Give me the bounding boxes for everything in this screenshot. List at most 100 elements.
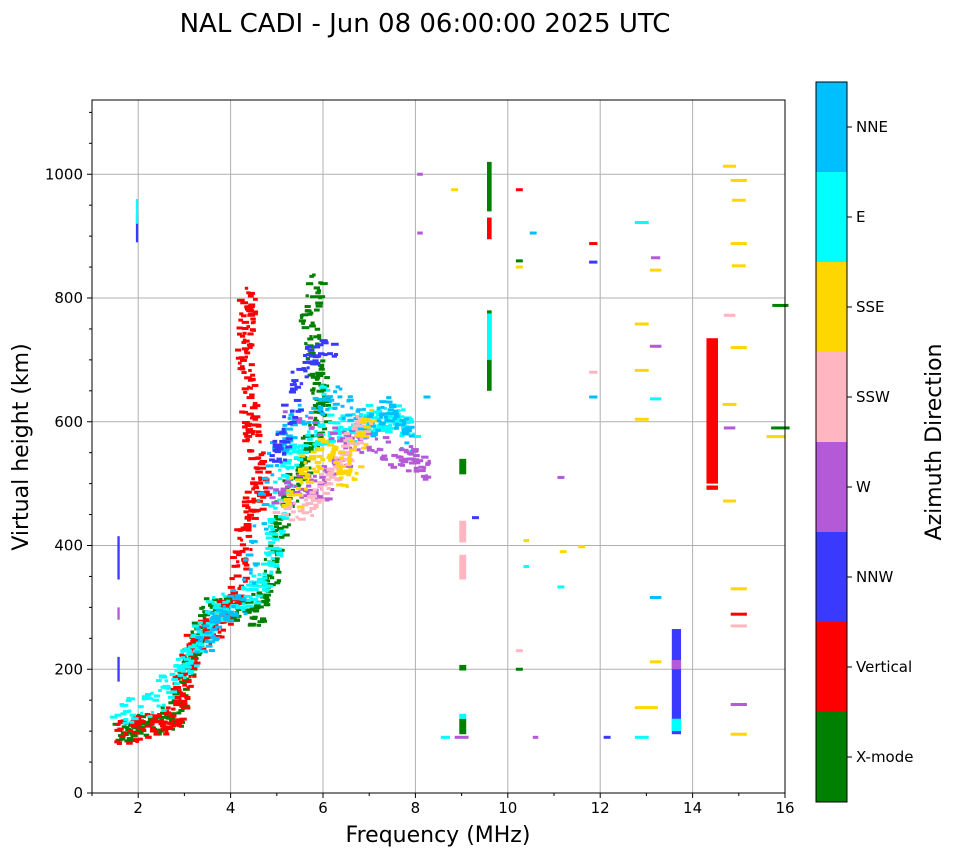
echo-point-sse (314, 460, 322, 464)
echo-point-sse (302, 466, 309, 470)
echo-point-w (301, 494, 309, 498)
echo-point-vertical (246, 500, 255, 504)
echo-point-vertical (245, 339, 250, 343)
echo-point-x-mode (160, 711, 165, 715)
echo-point-nnw (330, 342, 339, 346)
echo-point-nne (283, 449, 289, 453)
echo-point-ssw (288, 518, 295, 522)
echo-point-ssw (352, 424, 360, 428)
echo-block-x-mode (487, 161, 492, 212)
echo-point-vertical (175, 718, 181, 722)
echo-point-e (167, 695, 175, 699)
echo-point-w (345, 464, 354, 468)
echo-point-nne (249, 539, 257, 543)
echo-point-e (318, 425, 326, 429)
y-tick-label: 400 (54, 537, 83, 555)
echo-point-nnw (310, 362, 318, 366)
echo-point-x-mode (322, 371, 326, 375)
echo-point-vertical (247, 307, 254, 311)
echo-point-vertical (236, 298, 245, 302)
echo-point-e (382, 425, 390, 429)
echo-point-x-mode (263, 603, 271, 607)
echo-point-vertical (193, 661, 201, 665)
echo-point-x-mode (315, 291, 321, 295)
echo-point-nne (387, 408, 395, 412)
grid-lines (92, 100, 785, 793)
echo-point-nne (214, 636, 221, 640)
echo-point-sse (365, 418, 371, 422)
echo-point-vertical (184, 695, 191, 699)
echo-point-vertical (179, 704, 183, 708)
echo-point-x-mode (310, 388, 316, 392)
echo-point-nne (323, 398, 330, 402)
echo-point-ssw (320, 488, 324, 492)
echo-point-vertical (174, 696, 182, 700)
echo-segment-sse (722, 402, 737, 406)
echo-point-e (184, 649, 193, 653)
echo-point-e (289, 443, 298, 447)
echo-point-e (245, 598, 252, 602)
echo-block-vertical (487, 217, 492, 240)
echo-segment-e (649, 397, 662, 401)
echo-point-x-mode (253, 609, 257, 613)
echo-block-x-mode (459, 718, 467, 735)
echo-point-e (264, 551, 269, 555)
echo-point-e (277, 515, 286, 519)
echo-point-e (333, 430, 341, 434)
echo-point-sse (336, 470, 344, 474)
echo-point-x-mode (261, 600, 269, 604)
echo-point-vertical (242, 338, 247, 342)
echo-point-sse (285, 501, 292, 505)
echo-point-nne (328, 398, 335, 402)
echo-point-nne (340, 404, 345, 408)
echo-point-nnw (306, 366, 310, 370)
echo-point-sse (286, 489, 291, 493)
echo-point-e (301, 450, 309, 454)
echo-point-ssw (357, 441, 365, 445)
echo-point-x-mode (260, 595, 268, 599)
echo-point-nne (312, 396, 319, 400)
echo-segment-nne (649, 595, 662, 599)
echo-segment-ssw (723, 313, 736, 317)
echo-point-x-mode (138, 731, 144, 735)
echo-point-e (342, 427, 350, 431)
echo-point-vertical (208, 641, 213, 645)
echo-segment-w (557, 475, 565, 479)
echo-point-vertical (249, 548, 253, 552)
echo-point-x-mode (203, 613, 210, 617)
echo-point-vertical (189, 666, 198, 670)
echo-point-vertical (251, 516, 259, 520)
echo-point-nne (338, 387, 343, 391)
echo-point-w (285, 485, 291, 489)
echo-point-vertical (163, 711, 169, 715)
echo-point-e (248, 580, 255, 584)
echo-point-vertical (248, 430, 256, 434)
echo-point-w (398, 448, 405, 452)
echo-point-ssw (344, 444, 350, 448)
echo-point-nne (355, 409, 360, 413)
echo-point-vertical (251, 432, 255, 436)
echo-point-vertical (136, 714, 143, 718)
echo-point-e (277, 468, 282, 472)
echo-point-nne (319, 408, 323, 412)
echo-point-w (411, 458, 420, 462)
echo-segment-sse (451, 188, 459, 192)
echo-point-nne (238, 597, 246, 601)
echo-point-e (120, 703, 129, 707)
echo-point-vertical (152, 715, 158, 719)
echo-point-e (269, 571, 274, 575)
echo-point-vertical (131, 731, 140, 735)
echo-point-w (406, 451, 415, 455)
echo-point-e (156, 704, 161, 708)
echo-point-nnw (282, 458, 288, 462)
echo-point-ssw (351, 427, 358, 431)
echo-block-ssw (459, 520, 467, 543)
echo-point-e (340, 418, 346, 422)
echo-point-e (268, 504, 275, 508)
echo-point-vertical (160, 720, 168, 724)
echo-point-x-mode (264, 598, 271, 602)
echo-point-e (249, 587, 257, 591)
echo-point-w (325, 497, 333, 501)
echo-point-x-mode (299, 478, 308, 482)
echo-point-sse (340, 470, 346, 474)
